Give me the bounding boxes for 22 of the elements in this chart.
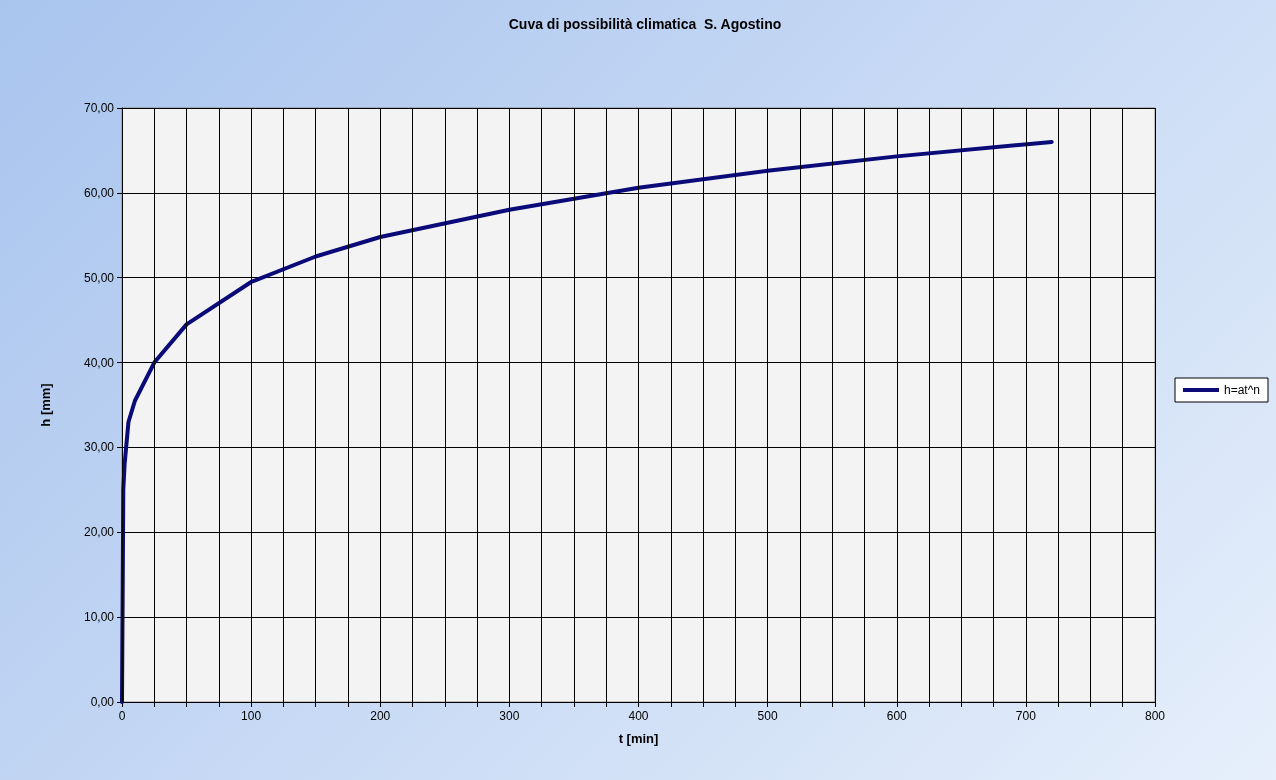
x-tick-label: 300: [499, 709, 520, 723]
y-tick-label: 0,00: [90, 695, 115, 709]
x-tick-label: 400: [628, 709, 649, 723]
x-axis-title: t [min]: [618, 731, 659, 746]
x-tick-label: 600: [886, 709, 908, 723]
y-tick-label: 30,00: [83, 440, 115, 455]
y-tick-label: 50,00: [83, 270, 115, 285]
x-tick-label: 200: [370, 709, 391, 723]
y-axis-title: h [mm]: [38, 383, 53, 427]
y-tick-label: 10,00: [83, 610, 115, 625]
legend-label: h=at^n: [1224, 383, 1261, 397]
line-series: [120, 139, 1054, 704]
x-tick-label: 800: [1144, 709, 1166, 723]
x-tick-label: 100: [241, 709, 262, 723]
x-tick-label: 700: [1015, 709, 1037, 723]
x-tick-label: 500: [757, 709, 778, 723]
y-tick-label: 70,00: [83, 101, 115, 115]
y-tick-label: 60,00: [83, 185, 115, 200]
chart-title: Cuva di possibilità climatica S. Agostino: [508, 16, 782, 32]
y-tick-label: 40,00: [83, 355, 115, 370]
y-tick-label: 20,00: [83, 525, 115, 540]
x-tick-label: 0: [118, 709, 126, 723]
